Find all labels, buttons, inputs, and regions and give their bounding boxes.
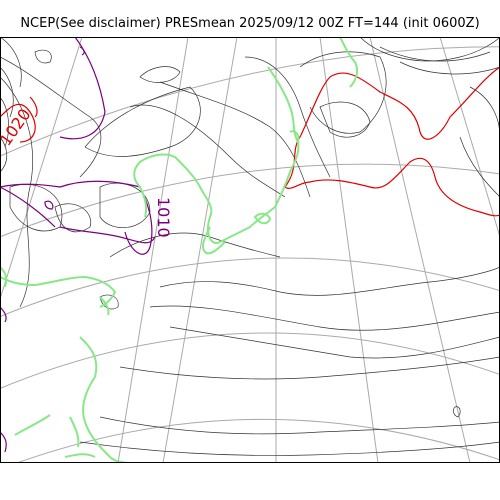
- latitude-line: [0, 163, 500, 238]
- coastline: [99, 296, 110, 316]
- pressure-map: 1010 1020: [0, 37, 500, 463]
- coastline: [253, 212, 272, 225]
- coastline: [69, 416, 80, 448]
- latitude-line: [0, 46, 500, 157]
- coastlines: [0, 37, 359, 463]
- coastline: [201, 226, 226, 255]
- latitude-line: [0, 257, 500, 318]
- map-frame: [0, 37, 500, 463]
- coastline: [79, 336, 131, 463]
- graticule: [0, 37, 500, 463]
- longitude-line: [162, 37, 238, 463]
- latitude-line: [0, 332, 500, 390]
- coastline: [133, 66, 300, 244]
- map-title: NCEP(See disclaimer) PRESmean 2025/09/12…: [20, 16, 480, 31]
- coastline: [289, 130, 300, 143]
- longitude-line: [369, 37, 471, 463]
- longitude-line: [0, 37, 83, 301]
- longitude-line: [117, 37, 189, 463]
- coastline: [0, 266, 8, 288]
- coastline: [339, 37, 359, 88]
- isobar-1010: [0, 37, 156, 453]
- isobars: [0, 37, 500, 456]
- isobar-1020: [0, 66, 500, 217]
- coastline: [64, 453, 96, 458]
- coastline: [14, 414, 51, 436]
- coastline: [0, 275, 117, 308]
- longitude-line: [439, 37, 500, 239]
- latitude-line: [15, 418, 500, 463]
- coastline: [139, 186, 148, 218]
- contour-label-1010: 1010: [154, 197, 173, 238]
- longitude-line: [319, 37, 379, 463]
